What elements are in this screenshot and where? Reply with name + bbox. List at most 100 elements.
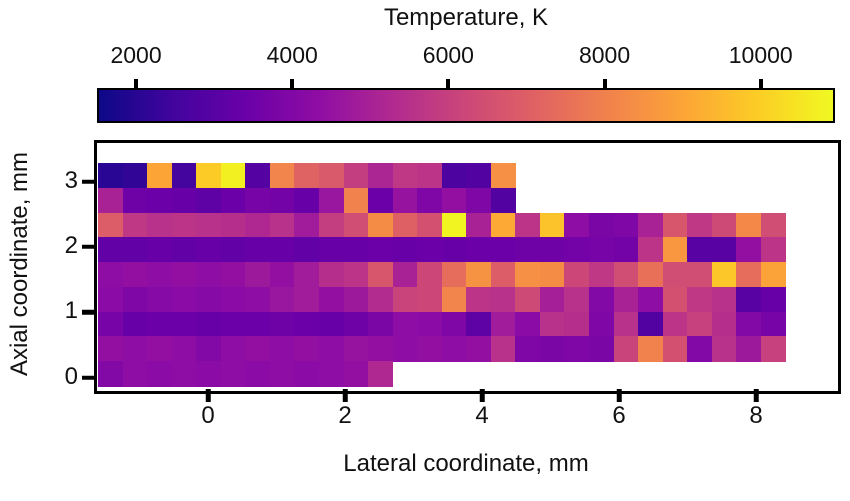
heatmap-cell [294, 163, 320, 189]
heatmap-cell [638, 286, 664, 313]
heatmap-cell [147, 336, 173, 362]
heatmap-cell [171, 361, 197, 387]
heatmap-cell [515, 262, 541, 288]
heatmap-cell [539, 237, 566, 263]
heatmap-cell [490, 237, 516, 263]
heatmap-cell [589, 262, 615, 288]
heatmap-cell [539, 336, 566, 362]
heatmap-cell [564, 212, 590, 238]
heatmap-cell [245, 212, 271, 238]
heatmap-cell [122, 163, 148, 189]
heatmap-cell [343, 361, 369, 387]
heatmap-cell [539, 262, 566, 288]
heatmap-cell [687, 336, 713, 362]
heatmap-cell [515, 336, 541, 362]
heatmap-cell [441, 262, 467, 288]
heatmap-cell [343, 262, 369, 288]
x-axis-tick-label: 6 [612, 402, 626, 429]
heatmap-cell [269, 187, 295, 214]
y-axis-title: Axial coordinate, mm [6, 151, 33, 377]
heatmap-cell [490, 187, 516, 214]
heatmap-cell [318, 212, 345, 238]
heatmap-cell [441, 163, 467, 189]
heatmap-cell [564, 237, 590, 263]
heatmap-cell [589, 286, 615, 313]
heatmap-cell [490, 286, 516, 313]
heatmap-cell [122, 286, 148, 313]
heatmap-cell [196, 237, 222, 263]
heatmap-cell [196, 163, 222, 189]
heatmap-cell [318, 187, 345, 214]
heatmap-cell [343, 163, 369, 189]
heatmap-cell [269, 163, 295, 189]
heatmap-cell [515, 311, 541, 338]
heatmap-cell [490, 262, 516, 288]
heatmap-cell [589, 212, 615, 238]
x-axis-tick [205, 389, 211, 402]
heatmap-cell [220, 163, 246, 189]
colorbar-tick [446, 79, 451, 89]
heatmap-cell [171, 163, 197, 189]
heatmap-cell [564, 262, 590, 288]
heatmap-cell [318, 361, 345, 387]
heatmap-cell [171, 336, 197, 362]
heatmap-cell [269, 262, 295, 288]
heatmap-cell [294, 212, 320, 238]
heatmap-cell [539, 212, 566, 238]
heatmap-cell [318, 237, 345, 263]
heatmap-cell [638, 262, 664, 288]
heatmap-cell [147, 311, 173, 338]
heatmap-cell [98, 286, 124, 313]
heatmap-cell [441, 286, 467, 313]
colorbar-tick [134, 79, 139, 89]
colorbar-tick [602, 79, 607, 89]
colorbar-title: Temperature, K [383, 4, 549, 31]
heatmap-cell [269, 212, 295, 238]
heatmap-cell [171, 262, 197, 288]
heatmap-cell [638, 237, 664, 263]
y-axis-tick [82, 375, 95, 380]
heatmap-cell [196, 361, 222, 387]
heatmap-cell [417, 237, 443, 263]
heatmap-cell [417, 212, 443, 238]
heatmap-cell [220, 262, 246, 288]
heatmap-cell [122, 311, 148, 338]
heatmap-cell [343, 237, 369, 263]
y-axis-tick-label: 0 [64, 362, 78, 390]
heatmap-cell [760, 262, 786, 288]
heatmap-cell [343, 336, 369, 362]
heatmap-cell [245, 163, 271, 189]
heatmap-cell [638, 212, 664, 238]
heatmap-cell [122, 187, 148, 214]
heatmap-cell [589, 336, 615, 362]
heatmap-cell [269, 286, 295, 313]
heatmap-cell [98, 212, 124, 238]
heatmap-cell [98, 361, 124, 387]
heatmap-cell [662, 237, 688, 263]
x-axis-tick-label: 2 [338, 402, 352, 429]
heatmap-cell [539, 311, 566, 338]
heatmap-cell [368, 361, 394, 387]
heatmap-cell [466, 262, 492, 288]
heatmap-cell [368, 163, 394, 189]
colorbar-tick-label: 8000 [578, 42, 631, 68]
heatmap-cell [294, 187, 320, 214]
heatmap-cell [368, 311, 394, 338]
heatmap-cell [245, 311, 271, 338]
x-axis-tick [753, 389, 759, 402]
heatmap-cell [392, 286, 418, 313]
x-axis-tick [342, 389, 348, 402]
heatmap-cell [98, 163, 124, 189]
heatmap-cell [662, 212, 688, 238]
heatmap-cell [245, 361, 271, 387]
heatmap-cell [318, 336, 345, 362]
heatmap-cell [711, 212, 737, 238]
heatmap-cell [122, 237, 148, 263]
heatmap-cell [318, 262, 345, 288]
heatmap-cell [736, 336, 762, 362]
heatmap-cell [392, 212, 418, 238]
heatmap-cell [245, 187, 271, 214]
heatmap-cell [441, 187, 467, 214]
heatmap-cell [220, 212, 246, 238]
heatmap-cell [515, 212, 541, 238]
